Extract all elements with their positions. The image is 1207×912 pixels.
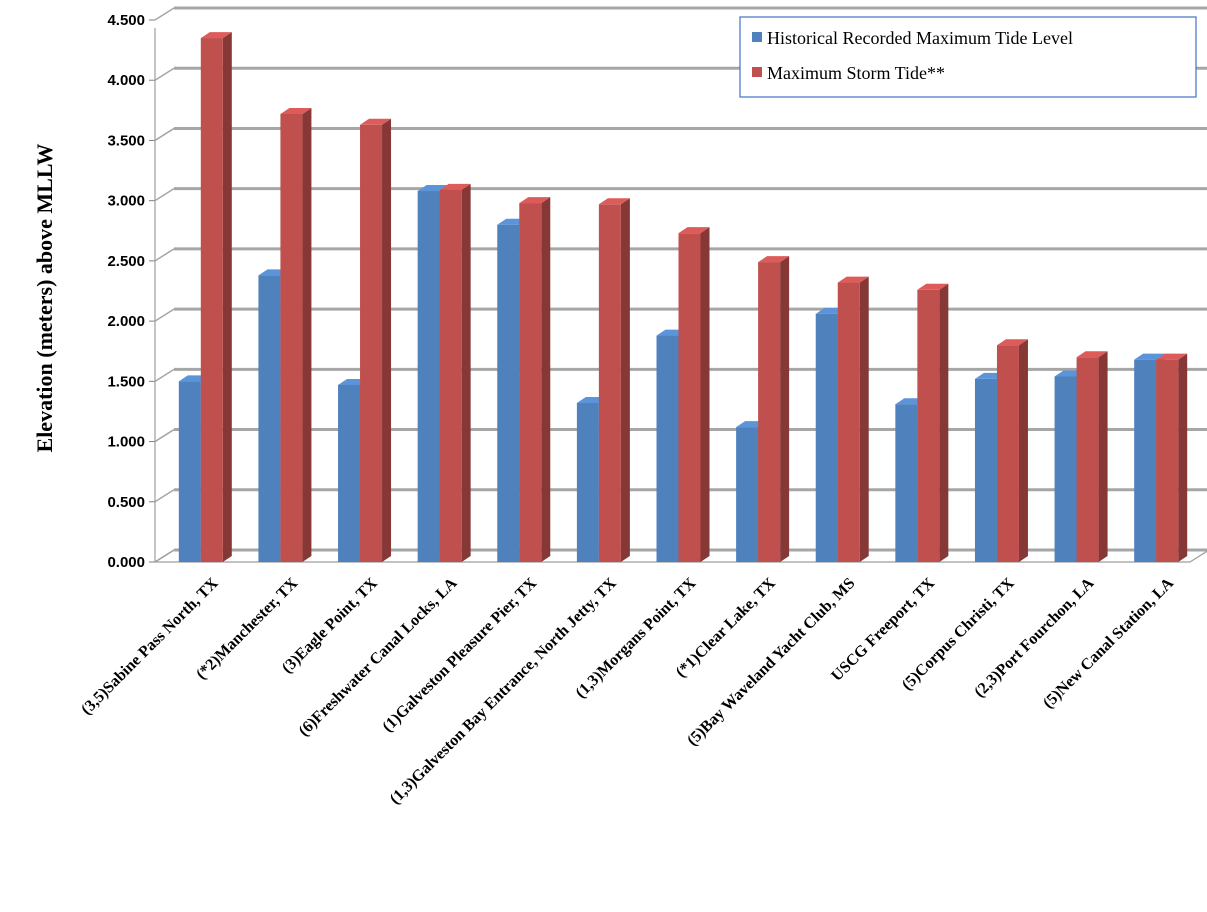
bar-storm-side (700, 227, 710, 563)
x-axis-depth-edge (1189, 550, 1207, 563)
y-axis-title: Elevation (meters) above MLLW (32, 144, 57, 453)
legend: Historical Recorded Maximum Tide Level M… (739, 16, 1197, 98)
bar-storm-top (758, 256, 790, 263)
gridline-depth (154, 428, 175, 443)
x-tick-label: (1)Galveston Pleasure Pier, TX (379, 574, 540, 735)
y-tick-label: 2.500 (107, 253, 145, 270)
y-tick-label: 3.000 (107, 193, 145, 210)
gridline-depth (154, 67, 175, 81)
bar-storm-top (996, 339, 1028, 346)
bar-storm (996, 345, 1019, 562)
bar-storm-side (302, 107, 312, 563)
bar-storm (519, 203, 542, 562)
bar-storm-side (620, 198, 630, 562)
bar-storm-top (917, 283, 949, 290)
gridline-depth (154, 7, 175, 21)
bar-storm-top (678, 227, 710, 234)
bar-storm (598, 204, 621, 562)
bar-storm-side (780, 256, 790, 562)
bar-storm-side (222, 32, 232, 563)
y-tick-label: 3.500 (107, 132, 145, 149)
bar-storm (1076, 357, 1099, 562)
bar-storm-top (280, 107, 312, 114)
bar-storm (758, 262, 781, 562)
bar-historical (656, 335, 679, 562)
bar-storm-side (461, 183, 471, 562)
bar-historical (497, 224, 520, 562)
gridline-depth (154, 248, 175, 262)
bar-historical (338, 384, 361, 562)
bar-storm-top (1156, 353, 1188, 360)
bar-storm-top (519, 197, 551, 204)
y-tick-label: 4.000 (107, 72, 145, 89)
bar-storm-top (360, 118, 392, 125)
bar-storm-side (1098, 351, 1108, 562)
bar-storm (200, 38, 223, 563)
bar-historical (258, 275, 281, 562)
bar-historical (895, 404, 918, 562)
bar-storm (917, 289, 940, 562)
x-tick-label: (5)New Canal Station, LA (1040, 574, 1177, 711)
bar-storm-top (598, 198, 630, 205)
axis-depth-edge (154, 549, 175, 563)
bar-storm (837, 282, 860, 562)
bar-historical (1054, 376, 1077, 562)
legend-swatch-storm (752, 67, 762, 77)
bar-storm-side (939, 283, 949, 562)
bar-storm-side (541, 197, 551, 562)
bar-storm (1156, 359, 1179, 562)
bar-storm (360, 124, 383, 562)
legend-frame (739, 16, 1197, 98)
bar-storm-top (1076, 351, 1108, 358)
gridline-depth (154, 308, 175, 322)
bar-historical-top (1134, 353, 1166, 360)
category-labels: (3,5)Sabine Pass North, TX(*2)Manchester… (78, 574, 1177, 807)
bar-storm-side (1178, 353, 1188, 562)
bar-storm-top (439, 183, 471, 190)
bar-historical (1134, 359, 1157, 562)
gridline-depth (154, 368, 175, 382)
bar-storm-top (200, 32, 232, 39)
y-tick-label: 0.000 (107, 554, 145, 571)
y-tick-label: 2.000 (107, 313, 145, 330)
gridline-depth (154, 188, 175, 202)
bar-storm (439, 189, 462, 562)
bar-storm (280, 113, 303, 563)
bar-historical (815, 313, 838, 562)
legend-label-historical: Historical Recorded Maximum Tide Level (767, 28, 1073, 48)
bar-historical (576, 403, 599, 562)
gridline-depth (154, 489, 175, 503)
y-axis: 0.000 0.500 1.000 1.500 2.000 2.500 3.000 3.500… (107, 12, 1207, 571)
x-tick-label: (3,5)Sabine Pass North, TX (78, 574, 222, 718)
bars (178, 32, 1188, 563)
x-tick-label: (5)Bay Waveland Yacht Club, MS (684, 575, 859, 750)
y-tick-label: 0.500 (107, 494, 145, 511)
x-tick-label: (6)Freshwater Canal Locks, LA (296, 574, 461, 739)
gridline-depth (154, 127, 175, 142)
bar-storm-side (1018, 339, 1028, 562)
bar-historical (736, 427, 759, 562)
legend-swatch-historical (752, 32, 762, 42)
y-tick-label: 1.000 (107, 434, 145, 451)
bar-storm (678, 233, 701, 563)
bar-historical (417, 191, 440, 562)
bar-storm-top (837, 276, 869, 283)
bar-historical (974, 378, 997, 562)
y-tick-label: 1.500 (107, 373, 145, 390)
legend-label-storm: Maximum Storm Tide** (767, 63, 945, 83)
bar-storm-side (859, 276, 869, 562)
bar-historical (178, 381, 201, 562)
bar-storm-side (382, 118, 392, 562)
y-tick-label: 4.500 (107, 12, 145, 29)
